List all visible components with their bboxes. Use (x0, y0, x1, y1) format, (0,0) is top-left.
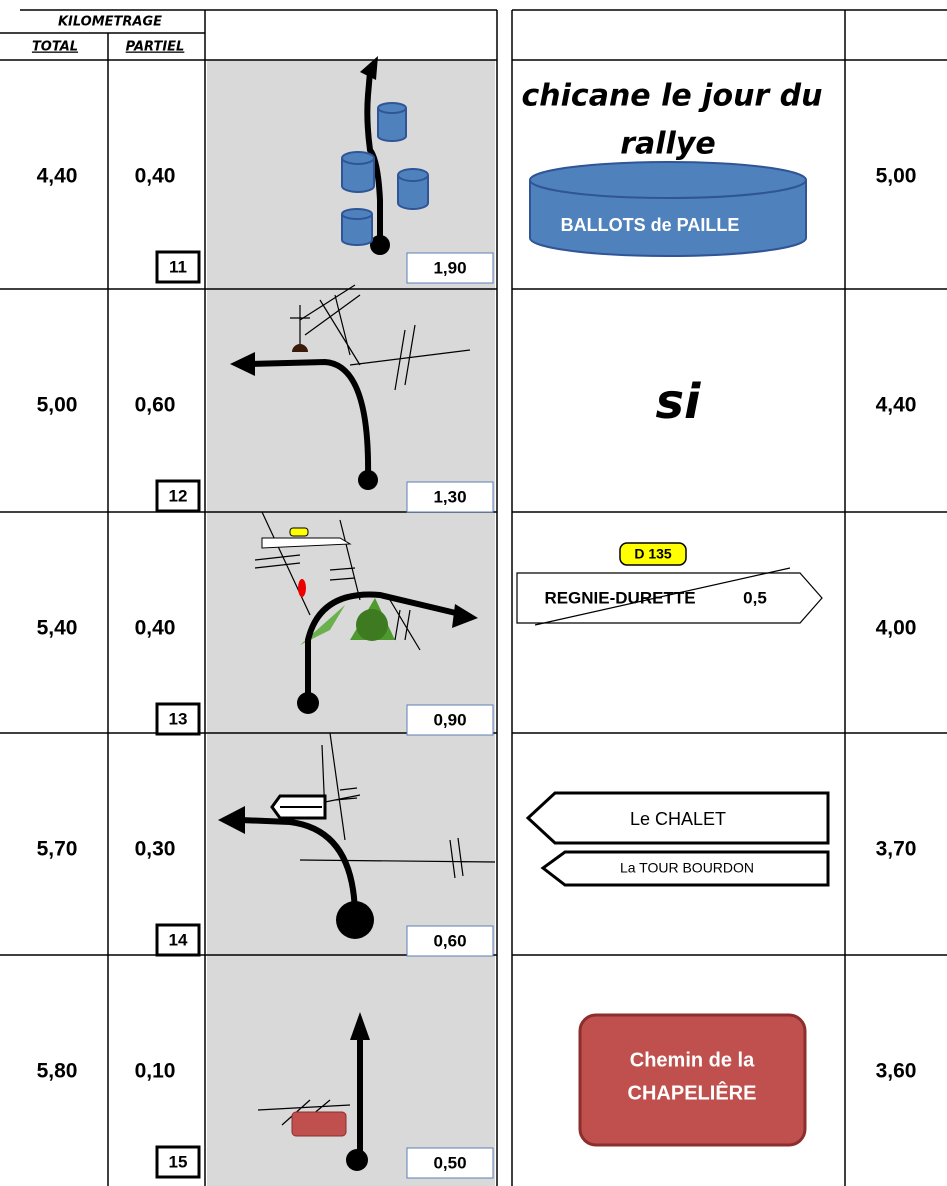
note: rallye (620, 127, 716, 162)
box-number: 12 (169, 486, 188, 505)
distance: 0,60 (433, 931, 466, 950)
grid (0, 9, 947, 1186)
remaining-km: 4,00 (876, 617, 917, 640)
diagram (218, 732, 830, 939)
sign-text: REGNIE-DURETTE (544, 588, 695, 607)
header-total: TOTAL (32, 40, 78, 55)
box-number-frame (155, 250, 201, 284)
box-number-frame (155, 923, 201, 957)
box-number: 14 (169, 930, 188, 949)
sign-distance: 0,5 (743, 588, 767, 607)
distance-frame (406, 252, 494, 284)
road-number: D 135 (634, 546, 672, 562)
distance-frame (406, 704, 494, 736)
distance: 1,90 (433, 258, 466, 277)
diagram (257, 1012, 807, 1171)
remaining-km: 3,60 (876, 1060, 917, 1083)
remaining-km: 4,40 (876, 394, 917, 417)
header-title: KILOMETRAGE (58, 15, 162, 30)
diagram (230, 284, 471, 490)
box-number: 15 (169, 1152, 188, 1171)
remaining-km: 5,00 (876, 165, 917, 188)
partial-km: 0,40 (135, 165, 176, 188)
distance-frame (406, 481, 494, 513)
diagram (254, 511, 823, 714)
sign-text: Chemin de la (630, 1049, 755, 1071)
distance-frame (406, 925, 494, 957)
sign-text: BALLOTS de PAILLE (561, 215, 740, 235)
box-number-frame (155, 702, 201, 736)
note: si (655, 374, 701, 430)
sign-text: La TOUR BOURDON (620, 860, 754, 876)
box-number-frame (155, 479, 201, 513)
total-km: 4,40 (37, 165, 78, 188)
partial-km: 0,10 (135, 1060, 176, 1083)
rows: 4,40 0,40 5,00 11 1,90 5,00 0,60 4,40 12 1,30 5,40… (37, 165, 917, 1179)
distance: 0,50 (433, 1153, 466, 1172)
total-km: 5,70 (37, 838, 78, 861)
total-km: 5,40 (37, 617, 78, 640)
remaining-km: 3,70 (876, 838, 917, 861)
sign-text: CHAPELIÊRE (628, 1080, 757, 1104)
partial-km: 0,60 (135, 394, 176, 417)
total-km: 5,00 (37, 394, 78, 417)
sign-text: Le CHALET (630, 809, 726, 829)
distance: 1,30 (433, 487, 466, 506)
box-number-frame (155, 1145, 201, 1179)
partial-km: 0,40 (135, 617, 176, 640)
diagram (341, 56, 807, 257)
box-number: 13 (169, 709, 188, 728)
note: chicane le jour du (522, 79, 823, 114)
partial-km: 0,30 (135, 838, 176, 861)
total-km: 5,80 (37, 1060, 78, 1083)
header-partial: PARTIEL (126, 40, 185, 55)
box-number: 11 (169, 257, 187, 276)
distance: 0,90 (433, 710, 466, 729)
distance-frame (406, 1147, 494, 1179)
